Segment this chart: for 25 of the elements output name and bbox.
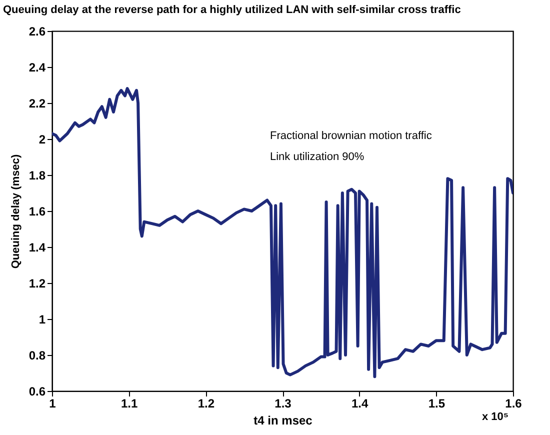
chart-title: Queuing delay at the reverse path for a highly utilized LAN with self-similar cross traffic xyxy=(3,4,461,16)
x-tick-label: 1.6 xyxy=(505,396,522,410)
text: x 10⁵ xyxy=(482,411,509,423)
line-series xyxy=(52,87,513,378)
y-tick-label: 1.4 xyxy=(28,240,46,254)
y-axis-title: Queuing delay (msec) xyxy=(10,154,22,269)
x-tick-label: 1.1 xyxy=(120,396,138,410)
x-tick-label: 1.2 xyxy=(198,396,215,410)
y-tick-label: 1.2 xyxy=(28,276,46,290)
annotation: Fractional brownian motion traffic xyxy=(270,130,432,142)
y-tick-label: 0.6 xyxy=(28,384,46,398)
y-tick-label: 2.2 xyxy=(28,96,46,110)
x-tick-label: 1 xyxy=(49,396,56,410)
y-tick-label: 2.6 xyxy=(28,24,46,38)
x-tick-label: 1.5 xyxy=(428,396,446,410)
y-tick-label: 1.6 xyxy=(28,204,46,218)
y-tick-label: 1.8 xyxy=(28,168,46,182)
y-tick-label: 2 xyxy=(38,132,46,146)
y-tick-label: 2.4 xyxy=(28,60,46,74)
annotation: Link utilization 90% xyxy=(270,151,364,163)
x-tick-label: 1.3 xyxy=(274,396,292,410)
x-tick-label: 1.4 xyxy=(351,396,368,410)
y-tick-label: 1 xyxy=(38,312,46,326)
y-tick-label: 0.8 xyxy=(28,348,46,362)
x-axis-title: t4 in msec xyxy=(254,414,313,428)
